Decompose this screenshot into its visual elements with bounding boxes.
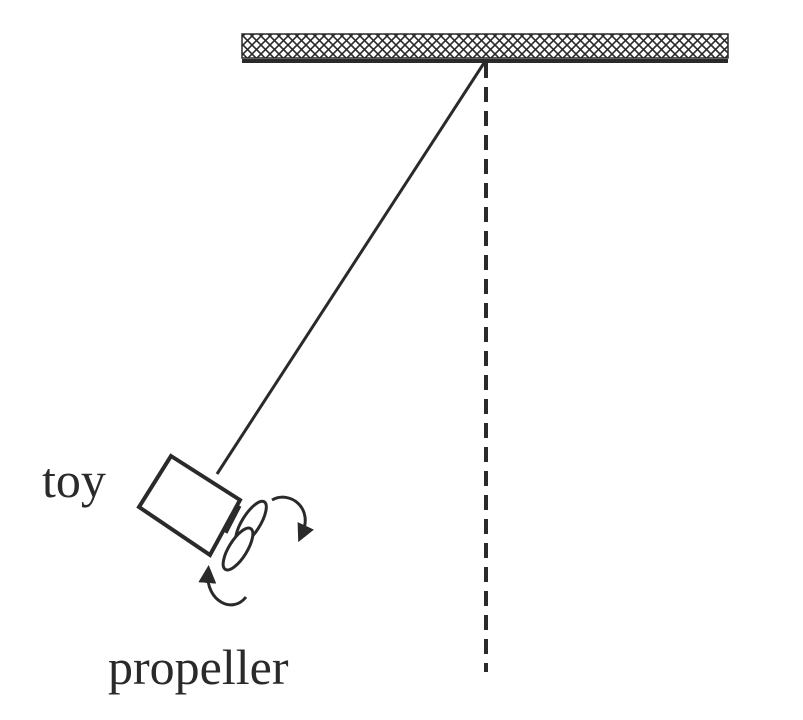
- propeller: [221, 499, 268, 572]
- toy-body: [136, 453, 243, 558]
- propeller-label: propeller: [108, 639, 289, 695]
- ceiling-support: [241, 33, 729, 63]
- propeller-shaft: [224, 505, 242, 534]
- ceiling-hatching: [241, 33, 729, 59]
- pendulum-string: [215, 62, 486, 475]
- rotation-arrow-left: [198, 565, 248, 607]
- propeller-blade-lower: [221, 526, 255, 572]
- toy-label: toy: [42, 452, 106, 508]
- rotation-arrow-right: [271, 495, 314, 543]
